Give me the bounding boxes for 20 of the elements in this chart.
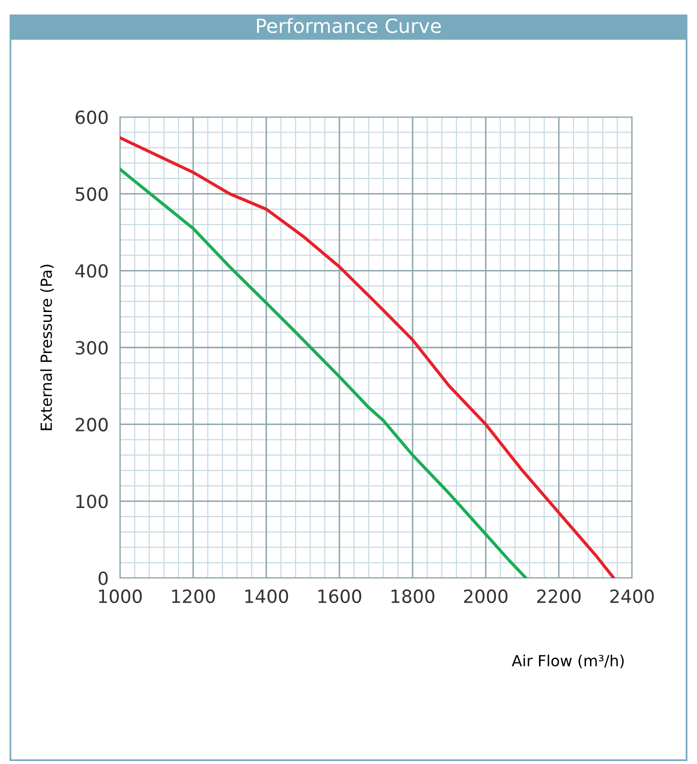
y-axis-title: External Pressure (Pa) (40, 264, 54, 430)
x-tick-label: 1400 (245, 589, 288, 604)
x-tick-label: 2400 (610, 589, 654, 604)
y-tick-label: 600 (76, 110, 108, 124)
x-tick-label: 1000 (99, 589, 142, 604)
chart-title: Performance Curve (257, 18, 441, 34)
x-tick-label: 1200 (172, 589, 215, 604)
y-tick-label: 200 (76, 418, 108, 432)
x-tick-label: 2200 (537, 589, 581, 604)
y-tick-label: 0 (98, 571, 108, 586)
x-tick-label: 2000 (464, 589, 508, 604)
line-series (120, 168, 528, 578)
x-tick-label: 1800 (392, 589, 434, 604)
y-tick-label: 100 (76, 494, 108, 508)
y-tick-label: 500 (76, 187, 108, 201)
y-tick-label: 300 (76, 340, 108, 355)
y-tick-label: 400 (75, 264, 108, 278)
line-series (120, 136, 616, 578)
x-axis-title: Air Flow (m³/h) (512, 654, 624, 668)
x-tick-label: 1600 (318, 589, 362, 604)
